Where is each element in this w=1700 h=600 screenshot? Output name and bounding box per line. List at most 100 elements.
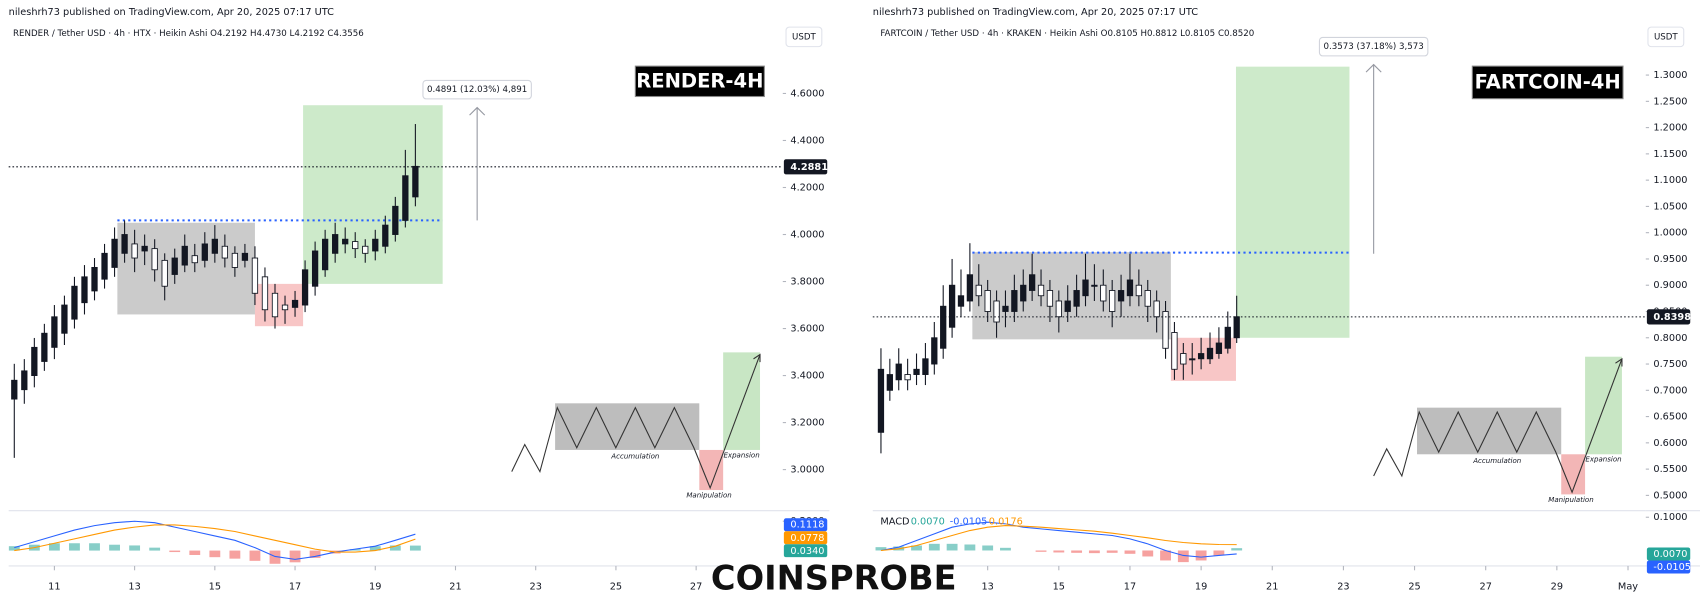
x-tick-label: 15 — [1053, 582, 1065, 593]
candle-body — [1073, 290, 1080, 307]
candle-body — [41, 332, 48, 362]
pattern-label: Expansion — [1585, 455, 1621, 464]
value-tag-label: 0.0778 — [790, 533, 824, 544]
x-tick-label: 21 — [449, 582, 461, 593]
candle-body — [1117, 290, 1125, 302]
candle-body — [1055, 300, 1062, 318]
badge: RENDER-4H — [636, 69, 763, 92]
y-tick-label: 3.4000 — [790, 371, 824, 382]
macd-histogram-bar — [964, 544, 976, 551]
candle-body — [392, 205, 399, 235]
candle-body — [1162, 311, 1169, 349]
candle-body — [191, 255, 198, 264]
y-tick-label: 4.2000 — [790, 182, 824, 193]
candle-body — [1126, 279, 1134, 297]
pattern-label: Expansion — [723, 450, 759, 459]
value-tag — [783, 518, 828, 532]
y-tick-label: 0.7000 — [1653, 385, 1687, 396]
x-tick-label: May — [1618, 582, 1638, 593]
candle-body — [1180, 353, 1187, 365]
y-tick-label: 1.2500 — [1653, 96, 1687, 107]
measure-arrowhead — [469, 106, 486, 116]
symbol-legend: FARTCOIN / Tether USD · 4h · KRAKEN · He… — [880, 29, 1254, 39]
candle-body — [1233, 316, 1240, 339]
candle-body — [1064, 300, 1071, 312]
value-tag-label: 0.0340 — [790, 546, 824, 557]
candle-body — [171, 257, 178, 275]
y-tick-label: 0.6500 — [1653, 412, 1687, 423]
candle-body — [1020, 284, 1027, 302]
published-line: nileshrh73 published on TradingView.com,… — [873, 7, 1198, 18]
macd-histogram-bar — [369, 546, 381, 551]
candle-body — [904, 374, 911, 381]
macd-histogram-bar — [1035, 550, 1047, 552]
candle-body — [362, 245, 369, 254]
candle-body — [886, 374, 893, 391]
measure-label-box — [422, 79, 532, 100]
pattern-arrowhead — [753, 353, 761, 363]
macd-title: MACD — [880, 516, 909, 527]
candle-body — [1028, 274, 1036, 291]
candle-body — [181, 245, 188, 266]
macd-histogram-bar — [1071, 550, 1083, 553]
measure-arrowhead — [1365, 63, 1382, 73]
candle-body — [161, 259, 168, 287]
candle-body — [1153, 300, 1160, 318]
watermark-box — [719, 557, 948, 600]
y-tick-label: 3.6000 — [790, 324, 824, 335]
candle-body — [931, 337, 938, 365]
x-tick-label: 17 — [1124, 582, 1136, 593]
pattern-line — [511, 354, 761, 490]
macd-histogram-bar — [229, 550, 241, 559]
expansion-box — [723, 352, 761, 450]
y-tick-label: 0.8000 — [1653, 333, 1687, 344]
candle-body — [940, 305, 947, 349]
macd-histogram-bar — [1177, 550, 1189, 563]
macd-macd-line — [880, 521, 1237, 558]
macd-histogram-bar — [1213, 550, 1225, 556]
macd-histogram-bar — [169, 550, 181, 553]
macd-histogram-bar — [8, 546, 20, 551]
candle-body — [241, 252, 249, 261]
x-tick-label: 19 — [369, 582, 381, 593]
macd-legend-value: 0.0070 — [911, 516, 945, 527]
x-tick-label: 13 — [128, 582, 140, 593]
macd-histogram-bar — [1053, 550, 1065, 553]
y-tick-label: 0.1000 — [1653, 512, 1687, 523]
macd-histogram-bar — [109, 544, 120, 551]
currency: USDT — [792, 32, 816, 42]
currency-box[interactable] — [1647, 26, 1685, 48]
zone — [1235, 66, 1350, 338]
candle-body — [382, 224, 389, 247]
pattern-label: Manipulation — [1548, 495, 1593, 504]
pattern-label: Accumulation — [1472, 456, 1521, 465]
candle-body — [1215, 342, 1223, 354]
value-tag — [783, 544, 828, 558]
last-price-label: 0.8398 — [1653, 312, 1691, 323]
currency: USDT — [1654, 32, 1678, 42]
manipulation-box — [699, 449, 724, 491]
candle-body — [301, 269, 309, 306]
x-tick-label: 27 — [690, 582, 702, 593]
measure-label: 0.3573 (37.18%) 3,573 — [1323, 42, 1423, 52]
macd-histogram-bar — [309, 550, 321, 558]
pattern-label: Manipulation — [686, 490, 731, 499]
macd-histogram-bar — [389, 545, 401, 551]
candle-body — [21, 370, 28, 391]
candle-body — [372, 238, 379, 252]
measure-label-box — [1318, 36, 1429, 57]
currency-box[interactable] — [785, 26, 823, 48]
value-tag-label: -0.0105 — [1653, 562, 1691, 573]
x-tick-label: 29 — [1551, 582, 1563, 593]
candle-body — [51, 316, 58, 348]
y-tick-label: 3.2000 — [790, 418, 824, 429]
candle-body — [948, 284, 956, 328]
candle-body — [412, 165, 419, 198]
candle-body — [221, 245, 229, 259]
badge: FARTCOIN-4H — [1475, 70, 1621, 93]
value-tag — [1646, 560, 1691, 574]
candle-body — [913, 368, 920, 375]
last-price-tag — [783, 159, 828, 175]
macd-histogram-bar — [89, 543, 100, 551]
